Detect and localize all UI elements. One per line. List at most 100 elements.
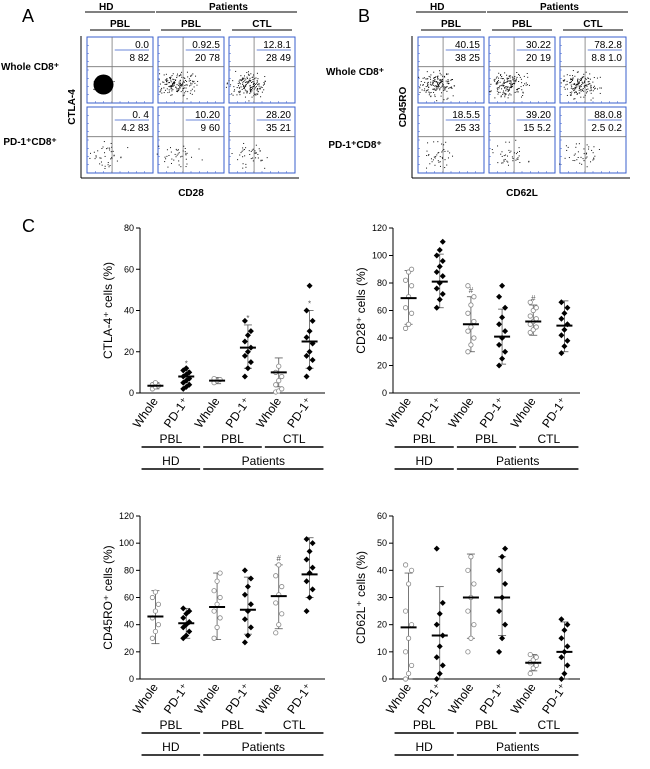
event-dot [173, 83, 175, 85]
event-dot [433, 77, 435, 79]
event-dot [513, 83, 515, 85]
event-dot [242, 83, 244, 85]
event-dot [185, 158, 187, 160]
event-dot [564, 157, 566, 159]
event-dot [563, 75, 565, 77]
event-dot [419, 87, 421, 89]
b-y-axis-label: CD45RO [398, 87, 409, 128]
data-point [149, 635, 156, 641]
event-dot [437, 86, 439, 88]
event-dot [570, 79, 572, 81]
event-dot [429, 83, 431, 85]
event-dot [509, 151, 511, 153]
category-label: Whole [192, 394, 223, 430]
y-tick-label: 40 [124, 620, 134, 630]
event-dot [182, 95, 184, 97]
event-dot [578, 85, 580, 87]
event-dot [254, 150, 256, 152]
event-dot [255, 152, 257, 154]
event-dot [498, 91, 500, 93]
event-dot [185, 166, 187, 168]
event-dot [514, 76, 516, 78]
event-dot [507, 90, 509, 92]
event-dot [520, 78, 522, 80]
event-dot [443, 89, 445, 91]
event-dot [185, 153, 187, 155]
event-dot [181, 155, 183, 157]
event-dot [515, 78, 517, 80]
event-dot [186, 80, 188, 82]
event-dot [111, 157, 113, 159]
event-dot [159, 73, 161, 75]
data-point [471, 294, 477, 300]
event-dot [249, 84, 251, 86]
data-point [561, 326, 568, 333]
event-dot [192, 80, 194, 82]
event-dot [440, 74, 442, 76]
data-point [244, 365, 251, 372]
event-dot [170, 81, 172, 83]
data-point [306, 365, 313, 372]
event-dot [190, 90, 192, 92]
data-point [502, 621, 509, 628]
event-dot [434, 85, 436, 87]
event-dot [592, 81, 594, 83]
event-dot [445, 80, 447, 82]
b-plot-1-2: 88.0.8 2.5 0.2 [559, 106, 627, 174]
event-dot [158, 79, 160, 81]
event-dot [243, 85, 245, 87]
col-label-ctl: CTL [252, 19, 271, 30]
event-dot [179, 87, 181, 89]
event-dot [426, 89, 428, 91]
event-dot [252, 78, 254, 80]
event-dot [434, 157, 436, 159]
data-point [241, 567, 248, 574]
event-dot [111, 157, 113, 159]
event-dot [566, 94, 568, 96]
event-dot [507, 90, 509, 92]
event-dot [577, 151, 579, 153]
event-dot [514, 82, 516, 84]
event-dot [109, 165, 111, 167]
event-dot [178, 160, 180, 162]
data-point [468, 554, 474, 560]
event-dot [184, 79, 186, 81]
event-dot [513, 77, 515, 79]
event-dot [427, 142, 429, 144]
event-dot [501, 88, 503, 90]
data-point [306, 348, 313, 355]
event-dot [566, 88, 568, 90]
event-dot [593, 146, 595, 148]
event-dot [251, 81, 253, 83]
quadrant-value-bottom: 20 19 [526, 53, 551, 64]
y-tick-label: 0 [382, 388, 387, 398]
event-dot [425, 91, 427, 93]
event-dot [239, 91, 241, 93]
event-dot [515, 81, 517, 83]
event-dot [242, 156, 244, 158]
event-dot [499, 81, 501, 83]
event-dot [248, 80, 250, 82]
event-dot [517, 88, 519, 90]
event-dot [497, 93, 499, 95]
data-point [152, 380, 159, 386]
data-point [211, 588, 217, 594]
data-point [439, 258, 446, 264]
data-point [279, 373, 285, 380]
data-point [527, 299, 533, 305]
event-dot [167, 80, 169, 82]
event-dot [501, 155, 503, 157]
event-dot [226, 82, 228, 84]
data-point [211, 608, 217, 614]
event-dot [230, 84, 232, 86]
significance-mark: # [277, 554, 282, 563]
event-dot [197, 80, 199, 82]
event-dot [253, 92, 255, 94]
event-dot [171, 75, 173, 77]
event-dot [576, 159, 578, 161]
data-point [303, 352, 310, 359]
event-dot [242, 85, 244, 87]
category-label: PD-1⁺ [539, 395, 570, 431]
event-dot [586, 89, 588, 91]
